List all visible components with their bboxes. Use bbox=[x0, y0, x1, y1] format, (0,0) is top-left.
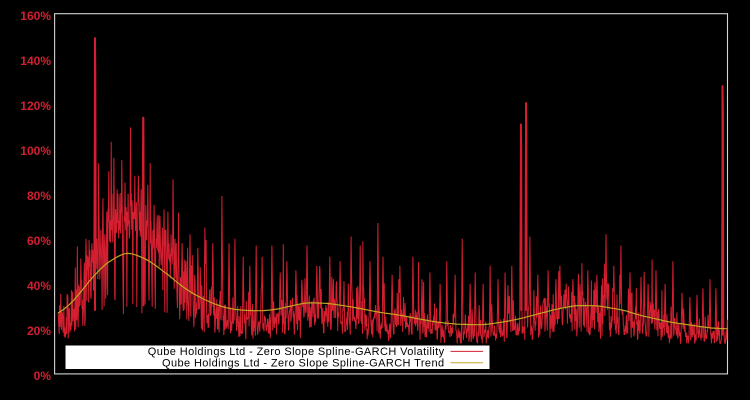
svg-text:100%: 100% bbox=[20, 144, 51, 158]
svg-text:60%: 60% bbox=[27, 234, 51, 248]
svg-text:40%: 40% bbox=[27, 279, 51, 293]
svg-text:Qube Holdings Ltd - Zero Slope: Qube Holdings Ltd - Zero Slope Spline-GA… bbox=[148, 346, 445, 358]
svg-text:0%: 0% bbox=[34, 369, 52, 383]
svg-text:20%: 20% bbox=[27, 324, 51, 338]
svg-text:140%: 140% bbox=[20, 54, 51, 68]
svg-text:160%: 160% bbox=[20, 9, 51, 23]
svg-text:Qube Holdings Ltd - Zero Slope: Qube Holdings Ltd - Zero Slope Spline-GA… bbox=[162, 358, 445, 370]
svg-text:80%: 80% bbox=[27, 189, 51, 203]
svg-text:120%: 120% bbox=[20, 99, 51, 113]
